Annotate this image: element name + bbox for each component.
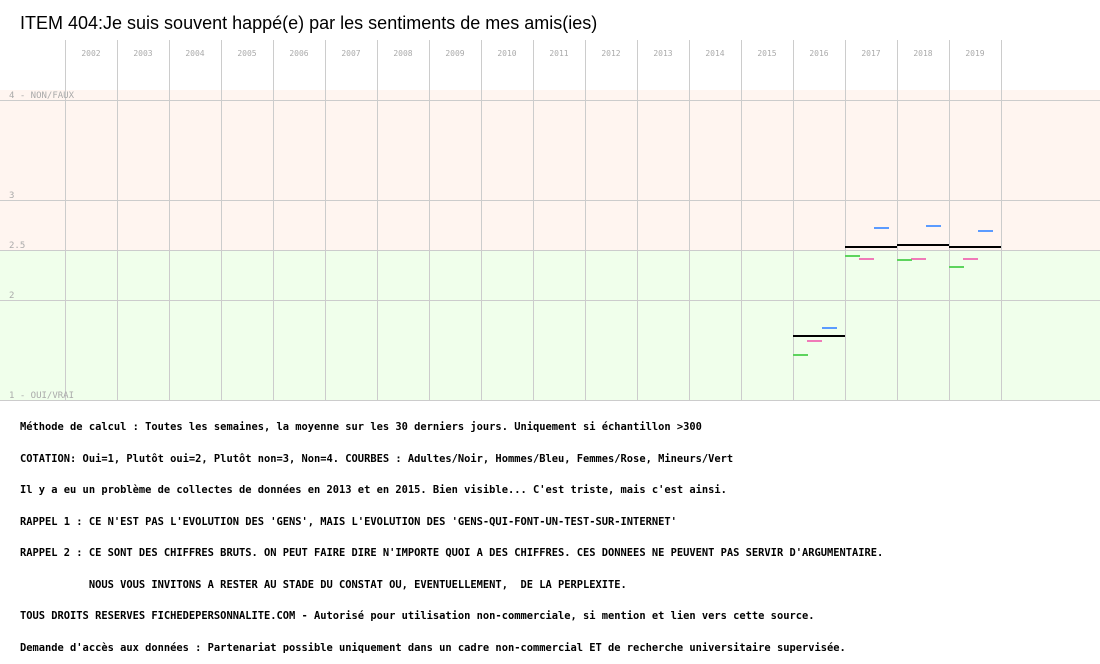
background-band [0,250,1100,400]
x-tick-label: 2002 [81,49,100,58]
note-line: Il y a eu un problème de collectes de do… [20,484,727,496]
x-tick-label: 2014 [705,49,724,58]
background-band [0,90,1100,250]
grid [0,40,1100,401]
y-tick-label: 4 - NON/FAUX [9,91,75,101]
chart-title: ITEM 404:Je suis souvent happé(e) par le… [20,13,597,33]
x-tick-label: 2007 [341,49,360,58]
y-tick-label: 2 [9,291,14,301]
chart: 4 - NON/FAUX 3 2.5 2 1 - OUI/VRAI 2002 2003 20… [0,13,1100,401]
x-tick-label: 2003 [133,49,152,58]
note-line: RAPPEL 2 : CE SONT DES CHIFFRES BRUTS. O… [20,547,884,559]
y-tick-label: 2.5 [9,241,25,251]
x-tick-label: 2006 [289,49,308,58]
x-tick-label: 2015 [757,49,776,58]
note-line: COTATION: Oui=1, Plutôt oui=2, Plutôt no… [20,452,734,465]
series-marks [793,225,1001,356]
x-tick-label: 2008 [393,49,412,58]
note-line: Méthode de calcul : Toutes les semaines,… [20,421,702,433]
y-axis-labels: 4 - NON/FAUX 3 2.5 2 1 - OUI/VRAI [9,91,75,401]
x-tick-label: 2016 [809,49,828,58]
y-tick-label: 1 - OUI/VRAI [9,391,74,401]
note-line: RAPPEL 1 : CE N'EST PAS L'EVOLUTION DES … [20,515,677,528]
x-tick-label: 2013 [653,49,672,58]
note-line: NOUS VOUS INVITONS A RESTER AU STADE DU … [20,578,627,591]
x-tick-label: 2010 [497,49,516,58]
y-tick-label: 3 [9,191,14,201]
background-bands [0,90,1100,400]
x-tick-label: 2004 [185,49,204,58]
note-line: TOUS DROITS RESERVES FICHEDEPERSONNALITE… [20,610,815,622]
x-tick-label: 2012 [601,49,620,58]
x-tick-label: 2011 [549,49,568,58]
x-tick-label: 2009 [445,49,464,58]
x-tick-label: 2018 [913,49,932,58]
x-tick-label: 2005 [237,49,256,58]
x-tick-label: 2017 [861,49,880,58]
x-axis-labels: 2002 2003 2004 2005 2006 2007 2008 2009 2010 2011… [81,49,984,58]
x-tick-label: 2019 [965,49,984,58]
notes-block: Méthode de calcul : Toutes les semaines,… [20,401,1095,664]
note-line: Demande d'accès aux données : Partenaria… [20,641,846,654]
